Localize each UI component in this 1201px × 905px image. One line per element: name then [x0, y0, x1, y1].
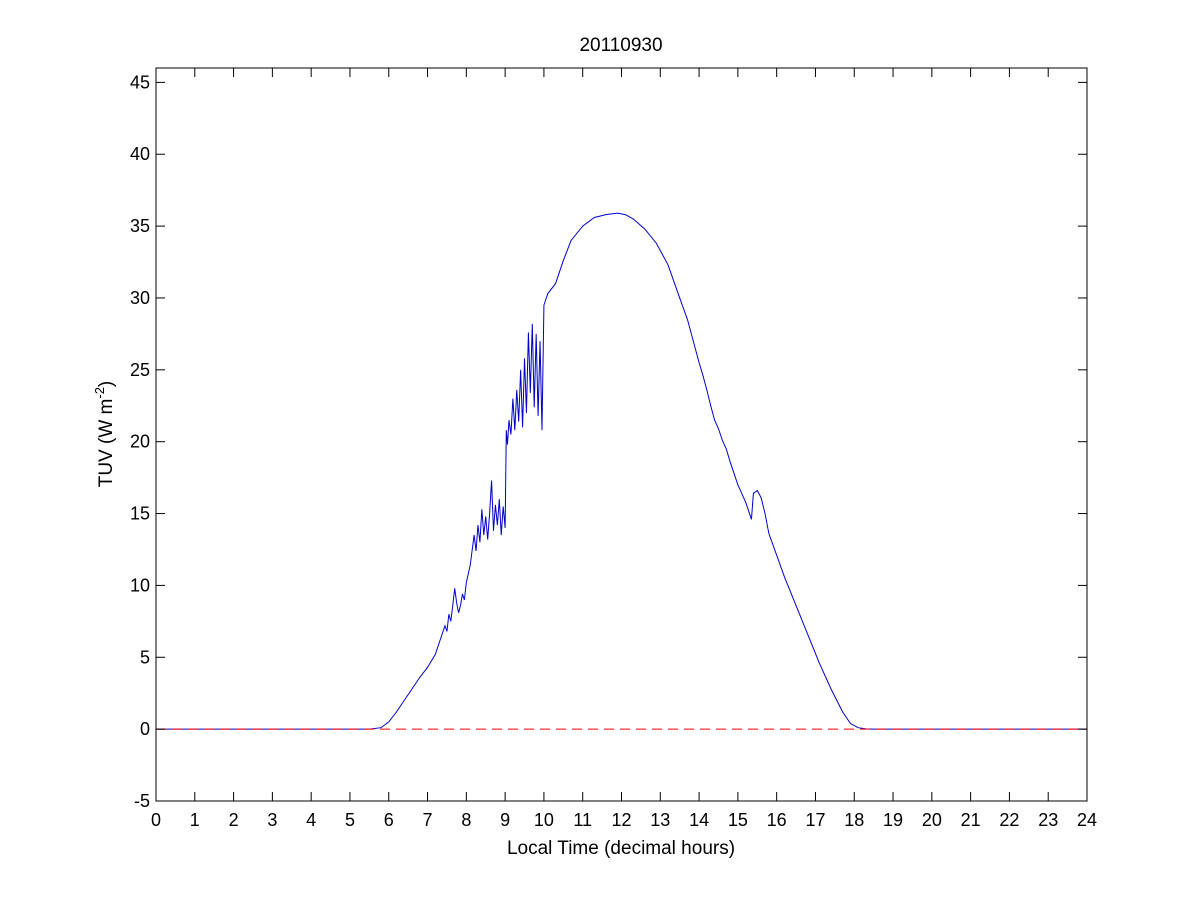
- y-tick-label: 40: [130, 144, 150, 164]
- x-tick-label: 10: [534, 810, 554, 830]
- y-tick-label: 10: [130, 575, 150, 595]
- y-axis-title-superscript: -2: [92, 387, 107, 399]
- x-tick-label: 8: [461, 810, 471, 830]
- y-axis-title: TUV (W m-2): [92, 381, 117, 488]
- x-tick-label: 6: [384, 810, 394, 830]
- x-tick-label: 24: [1077, 810, 1097, 830]
- y-axis-title-close: ): [96, 381, 117, 387]
- x-tick-label: 4: [306, 810, 316, 830]
- x-tick-label: 19: [883, 810, 903, 830]
- x-tick-label: 16: [767, 810, 787, 830]
- x-tick-label: 22: [999, 810, 1019, 830]
- x-tick-label: 7: [423, 810, 433, 830]
- chart-title: 20110930: [579, 35, 662, 56]
- x-tick-label: 9: [500, 810, 510, 830]
- x-tick-label: 15: [728, 810, 748, 830]
- x-tick-label: 17: [805, 810, 825, 830]
- y-tick-label: 25: [130, 360, 150, 380]
- tuv-series-line: [156, 212, 1087, 730]
- x-tick-label: 5: [345, 810, 355, 830]
- y-tick-label: 20: [130, 432, 150, 452]
- x-tick-label: 14: [689, 810, 709, 830]
- y-tick-label: -5: [134, 791, 150, 811]
- plot-area-border: [155, 67, 1088, 802]
- y-tick-label: 0: [140, 719, 150, 739]
- y-tick-label: 35: [130, 216, 150, 236]
- y-tick-label: 30: [130, 288, 150, 308]
- y-tick-label: 45: [130, 72, 150, 92]
- x-axis-title: Local Time (decimal hours): [507, 838, 735, 859]
- x-tick-label: 2: [229, 810, 239, 830]
- x-tick-label: 23: [1038, 810, 1058, 830]
- y-tick-label: 5: [140, 647, 150, 667]
- x-tick-label: 21: [961, 810, 981, 830]
- x-tick-label: 20: [922, 810, 942, 830]
- x-tick-label: 0: [151, 810, 161, 830]
- x-tick-label: 11: [573, 810, 592, 830]
- plot-area-background: [156, 68, 1087, 801]
- y-axis-title-main: TUV (W m: [96, 399, 117, 488]
- y-tick-label: 15: [130, 504, 150, 524]
- x-tick-label: 18: [844, 810, 864, 830]
- x-tick-label: 3: [267, 810, 277, 830]
- x-tick-label: 12: [611, 810, 631, 830]
- x-tick-label: 1: [190, 810, 200, 830]
- x-tick-label: 13: [650, 810, 670, 830]
